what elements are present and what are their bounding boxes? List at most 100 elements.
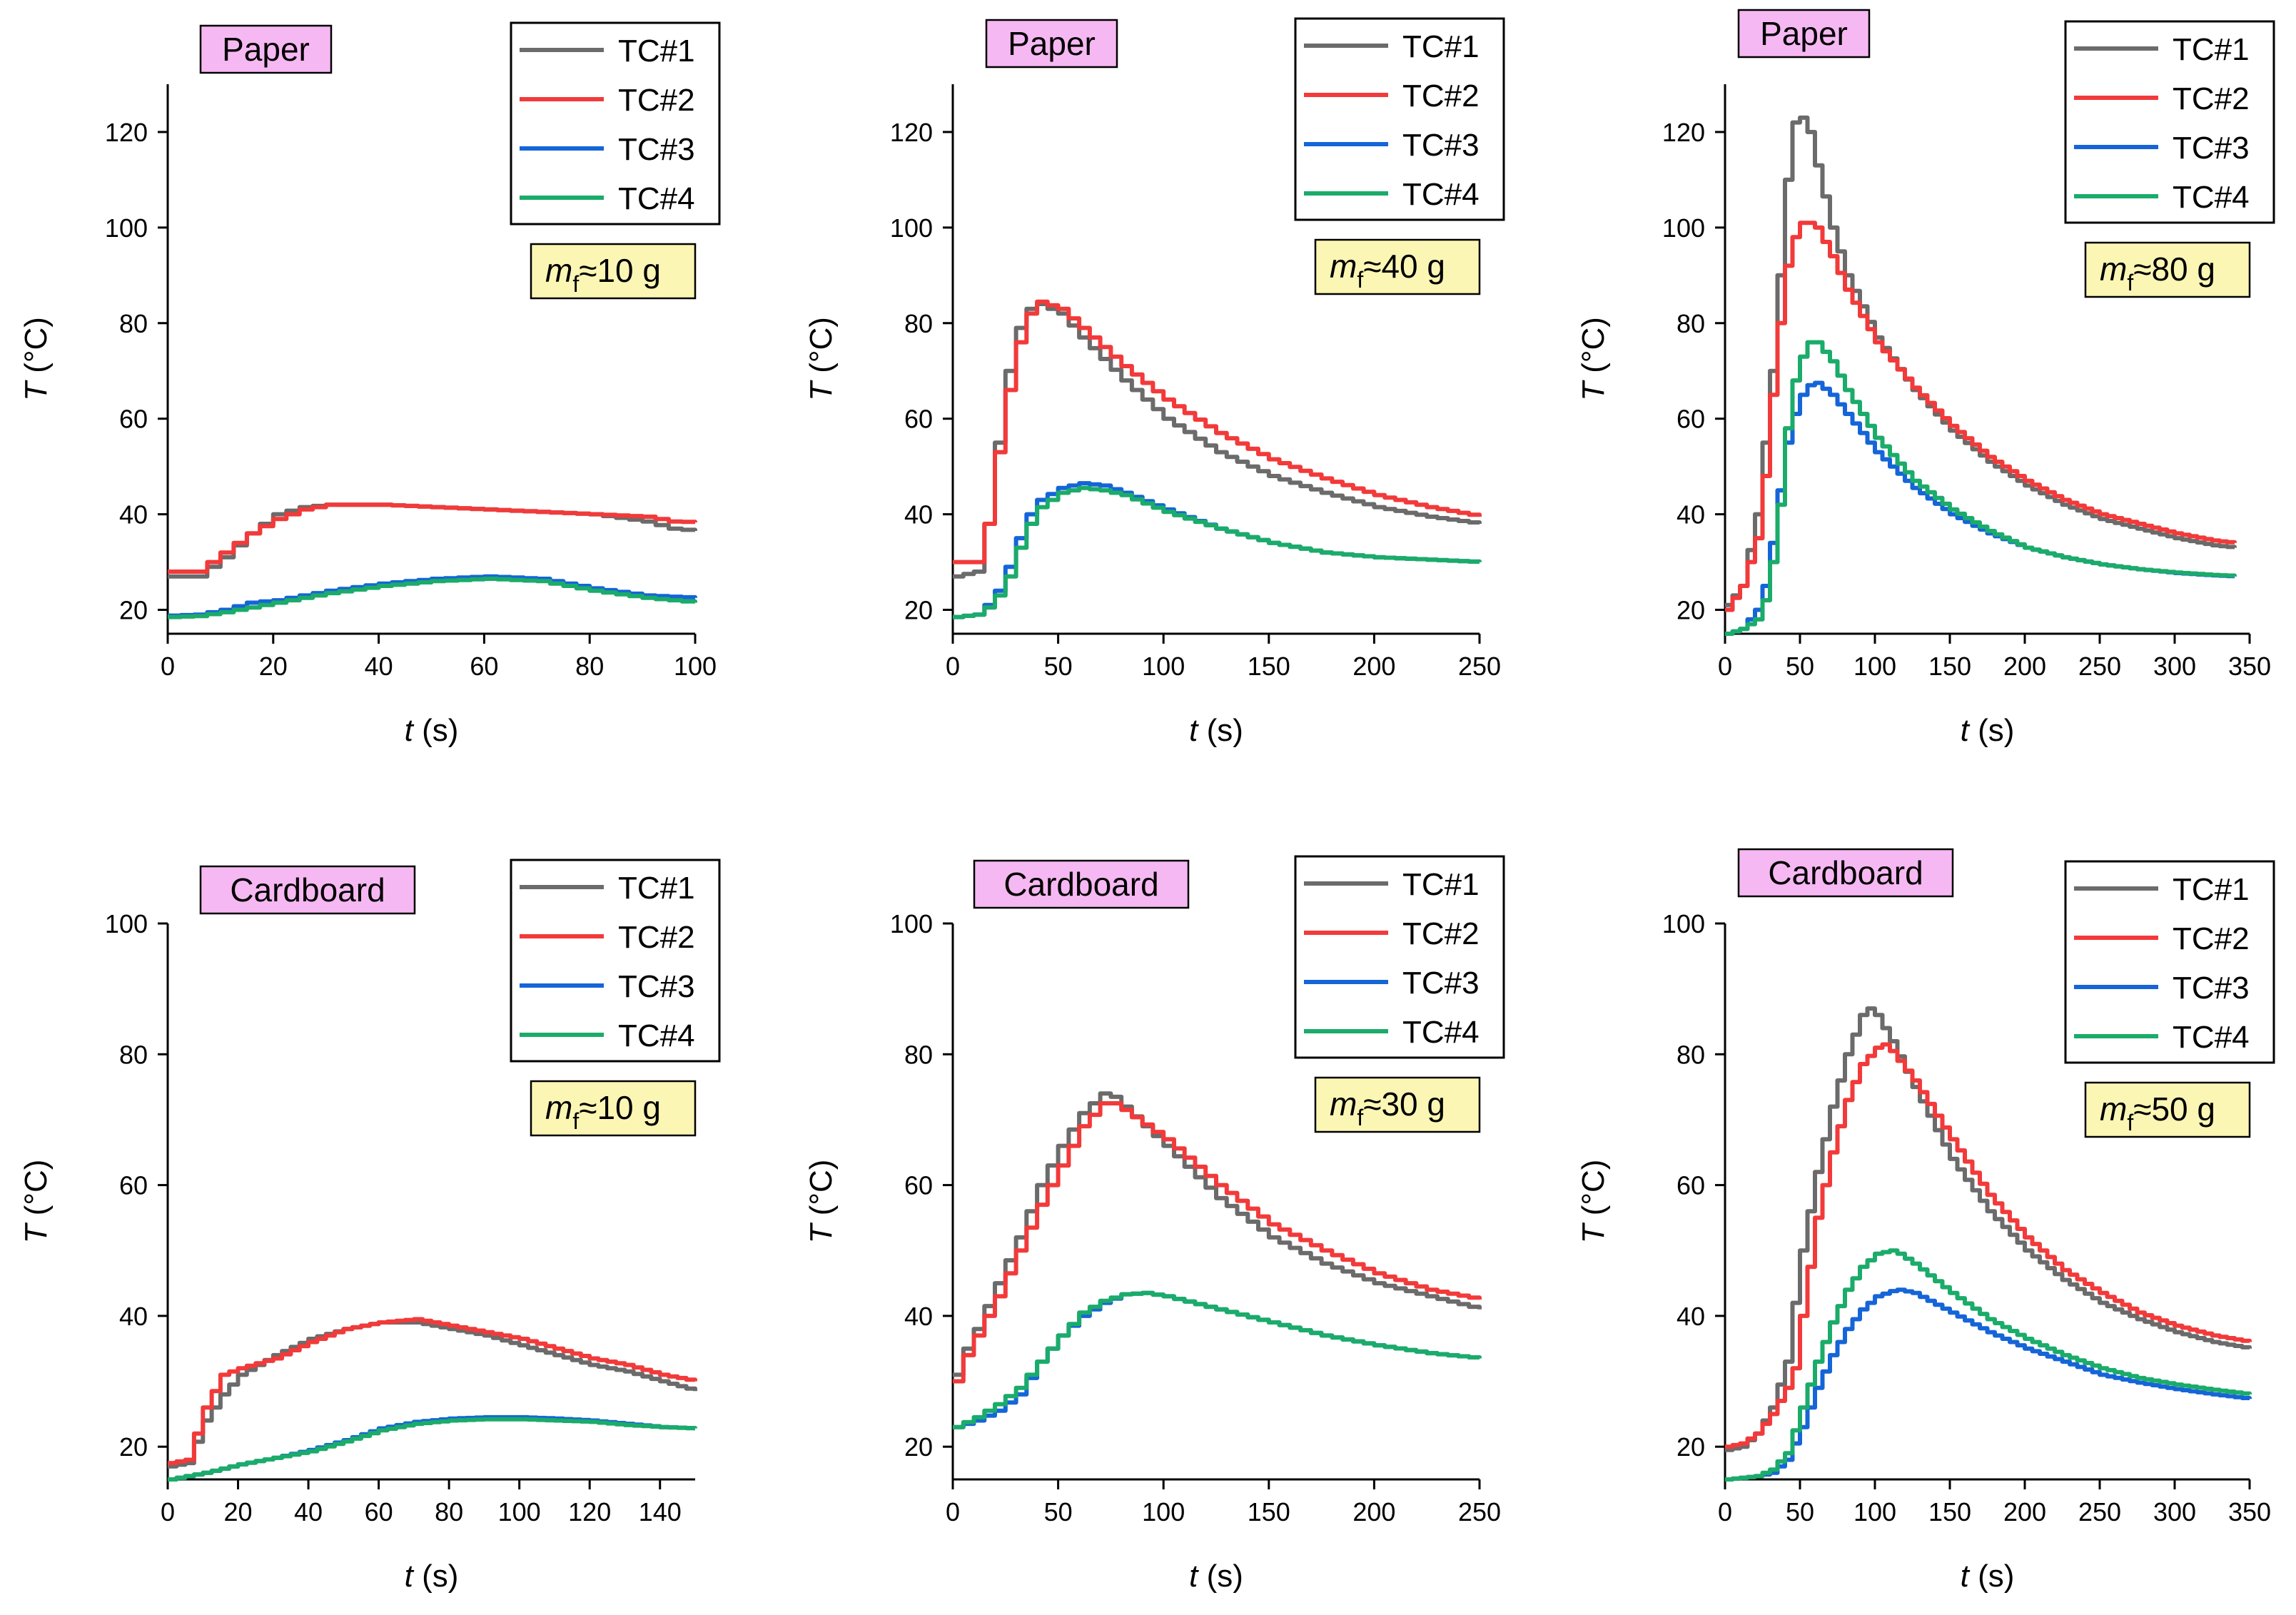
chart-panel-6: 0 50 100 150 200 250 300 350 20 40 60 80 100 t (s) T (… — [1576, 848, 2275, 1594]
mass-label-box — [1314, 238, 1481, 295]
legend-label-tc4: TC#4 — [2173, 180, 2250, 215]
mass-symbol: m — [1330, 1085, 1357, 1123]
legend-label-tc1: TC#1 — [618, 34, 695, 69]
legend-label-tc4: TC#4 — [1402, 1015, 1480, 1050]
x-tick-label: 100 — [674, 652, 717, 681]
chart-panel-4: 0 20 40 60 80 100 120 140 20 40 60 80 100 t (s) T (°C)… — [19, 859, 721, 1594]
x-tick-label: 0 — [946, 652, 960, 681]
legend-box — [510, 859, 721, 1063]
x-tick-label: 300 — [2153, 652, 2196, 681]
x-tick-label: 250 — [2078, 652, 2121, 681]
mass-label-box — [1314, 1076, 1481, 1133]
series-line-tc2 — [953, 299, 1482, 565]
y-tick-label: 120 — [890, 118, 933, 147]
x-tick-label: 20 — [259, 652, 288, 681]
legend-label-tc3: TC#3 — [2173, 971, 2250, 1006]
x-tick-label: 50 — [1786, 1497, 1814, 1527]
legend-label-tc2: TC#2 — [2173, 81, 2250, 116]
mass-label: mf≈10 g — [530, 1080, 697, 1137]
legend-label-tc3: TC#3 — [2173, 131, 2250, 166]
x-tick-label: 100 — [1854, 1497, 1896, 1527]
series-line-tc3 — [953, 481, 1482, 619]
y-axis-var: T — [1576, 1222, 1611, 1243]
mass-symbol: m — [2100, 250, 2127, 288]
x-tick-label: 250 — [2078, 1497, 2121, 1527]
material-label-box — [199, 24, 333, 74]
series-line-tc2 — [168, 502, 697, 574]
legend-label-tc1: TC#1 — [1402, 867, 1480, 902]
y-tick-label: 100 — [890, 213, 933, 243]
x-tick-label: 150 — [1248, 1497, 1290, 1527]
x-axis-var: t — [405, 1559, 415, 1594]
y-tick-label: 40 — [904, 500, 933, 530]
series-line-tc2 — [1725, 221, 2237, 612]
mass-value: ≈10 g — [579, 252, 661, 289]
y-tick-label: 100 — [890, 909, 933, 938]
y-tick-label: 120 — [1662, 118, 1705, 147]
y-tick-label: 60 — [904, 405, 933, 434]
x-tick-label: 250 — [1458, 652, 1501, 681]
legend-label-tc2: TC#2 — [618, 920, 695, 955]
material-label-box — [985, 19, 1118, 69]
y-axis-var: T — [19, 380, 54, 401]
legend: TC#1 TC#2 TC#3 TC#4 — [510, 859, 721, 1063]
y-axis-unit: (°C) — [804, 1160, 839, 1225]
x-axis-var: t — [1189, 713, 1199, 748]
series-line-tc4 — [168, 1417, 697, 1482]
mass-subscript: f — [572, 271, 579, 297]
mass-value: ≈50 g — [2133, 1090, 2215, 1128]
mass-label-text: mf≈40 g — [1330, 248, 1445, 293]
x-axis-title: t (s) — [1189, 713, 1243, 748]
series-line-tc3 — [1725, 1287, 2252, 1482]
x-tick-label: 300 — [2153, 1497, 2196, 1527]
y-axis-unit: (°C) — [1576, 317, 1611, 382]
legend-label-tc3: TC#3 — [618, 132, 695, 167]
series-line-tc2 — [1725, 1042, 2252, 1449]
mass-label: mf≈50 g — [2084, 1081, 2251, 1138]
x-axis-unit: (s) — [413, 713, 459, 748]
chart-panel-1: 0 20 40 60 80 100 20 40 60 80 100 120 t (s) T (°C) TC#… — [19, 21, 721, 748]
series-line-tc1 — [1725, 1006, 2252, 1452]
y-tick-label: 100 — [1662, 909, 1705, 938]
mass-label-box — [2084, 1081, 2251, 1138]
x-tick-label: 0 — [1718, 1497, 1732, 1527]
series-line-tc3 — [168, 574, 697, 618]
legend: TC#1 TC#2 TC#3 TC#4 — [2064, 860, 2275, 1064]
y-tick-label: 40 — [119, 500, 148, 530]
legend-label-tc2: TC#2 — [1402, 916, 1480, 951]
y-axis-var: T — [804, 380, 839, 401]
x-axis-title: t (s) — [405, 713, 459, 748]
series-line-tc4 — [168, 577, 697, 619]
y-tick-label: 120 — [105, 118, 148, 147]
material-label-box — [1737, 9, 1871, 59]
series-line-tc2 — [168, 1317, 697, 1466]
legend-label-tc2: TC#2 — [618, 83, 695, 118]
mass-symbol: m — [545, 1089, 572, 1126]
series-line-tc4 — [953, 485, 1482, 619]
x-tick-label: 100 — [498, 1497, 541, 1527]
series-line-tc4 — [1725, 1248, 2252, 1482]
y-tick-label: 100 — [105, 213, 148, 243]
material-label: Cardboard — [1737, 848, 1954, 898]
series-line-tc3 — [1725, 380, 2237, 636]
y-axis-var: T — [804, 1222, 839, 1243]
mass-label-text: mf≈10 g — [545, 1089, 661, 1134]
legend-label-tc4: TC#4 — [618, 1018, 695, 1053]
x-tick-label: 20 — [224, 1497, 253, 1527]
material-label-text: Paper — [1008, 25, 1096, 62]
mass-label-text: mf≈30 g — [1330, 1085, 1445, 1130]
x-axis-unit: (s) — [1969, 713, 2015, 748]
x-tick-label: 200 — [1352, 652, 1395, 681]
mass-subscript: f — [2127, 270, 2133, 295]
legend-label-tc1: TC#1 — [1402, 29, 1480, 64]
mass-label: mf≈40 g — [1314, 238, 1481, 295]
legend-label-tc3: TC#3 — [1402, 966, 1480, 1001]
material-label-box — [973, 859, 1190, 909]
x-tick-label: 100 — [1142, 652, 1185, 681]
mass-subscript: f — [1357, 267, 1363, 293]
mass-value: ≈40 g — [1363, 248, 1445, 285]
mass-subscript: f — [1357, 1105, 1363, 1130]
x-tick-label: 0 — [161, 1497, 175, 1527]
series-line-tc1 — [953, 1091, 1482, 1377]
